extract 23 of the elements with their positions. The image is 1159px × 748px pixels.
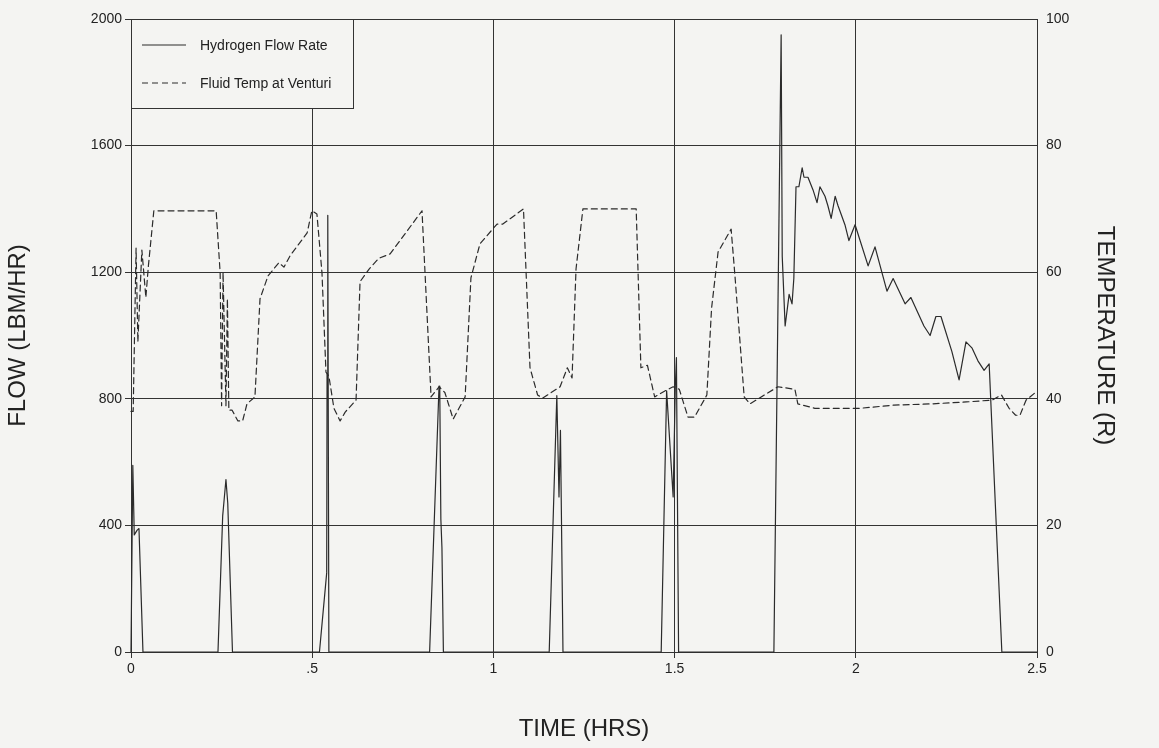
y2-tick-label: 100 bbox=[1046, 9, 1070, 26]
y2-tick-label: 60 bbox=[1046, 263, 1062, 280]
x-tick-label: 2 bbox=[851, 660, 860, 677]
y-tick-label: 400 bbox=[98, 516, 123, 533]
y2-tick-label: 0 bbox=[1046, 642, 1054, 659]
y2-axis-title: TEMPERATURE (R) bbox=[1092, 225, 1120, 446]
y-tick-label: 2000 bbox=[90, 9, 123, 26]
y-tick-label: 1600 bbox=[90, 136, 123, 153]
x-tick-label: .5 bbox=[306, 660, 319, 677]
y2-tick-label: 20 bbox=[1046, 516, 1062, 533]
x-tick-label: 1.5 bbox=[664, 660, 685, 677]
x-tick-label: 0 bbox=[127, 660, 136, 677]
x-tick-label: 2.5 bbox=[1027, 660, 1047, 677]
y-axis-title: FLOW (LBM/HR) bbox=[3, 244, 31, 427]
x-tick-label: 1 bbox=[489, 660, 498, 677]
y-tick-label: 1200 bbox=[90, 263, 123, 280]
y2-tick-label: 40 bbox=[1046, 389, 1062, 406]
y2-tick-label: 80 bbox=[1046, 136, 1062, 153]
legend-label: Fluid Temp at Venturi bbox=[200, 75, 332, 91]
y-tick-label: 0 bbox=[114, 642, 123, 659]
legend-label: Hydrogen Flow Rate bbox=[200, 37, 328, 53]
x-axis-title: TIME (HRS) bbox=[518, 714, 650, 742]
y-tick-label: 800 bbox=[98, 389, 123, 406]
